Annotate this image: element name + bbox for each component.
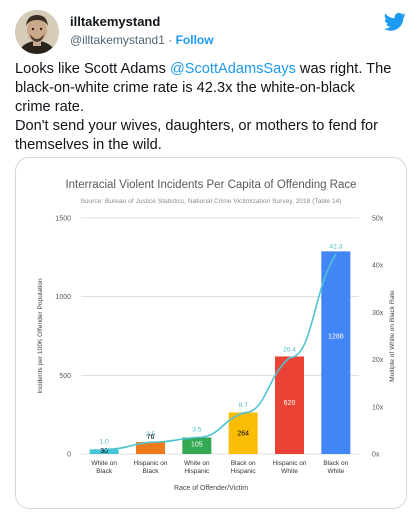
tweet-line-4: Don't send your wives, daughters, or mot… [15, 118, 378, 134]
y-axis-title: Incidents per 100K Offender Population [37, 278, 44, 394]
twitter-bird-icon[interactable] [384, 12, 406, 32]
tweet-text-segment: was right. The [295, 61, 392, 77]
tweet-text-segment: Looks like Scott Adams [15, 61, 170, 77]
multiple-line [104, 253, 337, 451]
x-tick-label: Hispanic on [134, 460, 168, 467]
x-tick-label: Black on [231, 460, 256, 467]
follow-button[interactable]: Follow [175, 33, 214, 47]
multiple-label: 1.0 [100, 438, 109, 445]
y2-tick-label: 10x [372, 404, 384, 411]
tweet-text: Looks like Scott Adams @ScottAdamsSays w… [15, 60, 410, 155]
multiple-label: 8.7 [239, 402, 248, 409]
media-card[interactable]: Interracial Violent Incidents Per Capita… [15, 157, 407, 509]
user-handle[interactable]: @illtakemystand1 [70, 33, 165, 47]
chart-title: Interracial Violent Incidents Per Capita… [65, 179, 356, 191]
bar-value-label: 30 [100, 448, 108, 455]
chart-image: Interracial Violent Incidents Per Capita… [37, 179, 396, 492]
bar-value-label: 105 [191, 442, 203, 449]
y2-tick-label: 40x [372, 263, 384, 270]
x-tick-label: White [328, 468, 345, 475]
multiple-label: 20.4 [283, 347, 296, 354]
display-name[interactable]: illtakemystand [70, 14, 161, 29]
tweet-line-5: themselves in the wild. [15, 137, 162, 153]
tweet-line-2: black-on-white crime rate is 42.3x the w… [15, 80, 355, 96]
y2-tick-label: 0x [372, 452, 380, 459]
bar [321, 251, 351, 454]
handle-row: @illtakemystand1 · Follow [70, 33, 214, 47]
x-tick-label: White on [184, 460, 210, 467]
bar [182, 437, 212, 454]
y-tick-label: 500 [59, 373, 71, 380]
avatar-portrait-icon [15, 10, 59, 54]
bar-value-label: 620 [284, 400, 296, 407]
bar-value-label: 1288 [328, 333, 344, 340]
separator-dot: · [168, 33, 173, 47]
bar [275, 356, 304, 454]
x-axis-title: Race of Offender/Victim [174, 485, 248, 492]
avatar[interactable] [15, 10, 59, 54]
x-tick-label: White [281, 468, 298, 475]
x-tick-label: Black [143, 468, 160, 475]
tweet-line-3: crime rate. [15, 99, 84, 115]
bar [89, 449, 119, 454]
x-tick-label: White on [91, 460, 117, 467]
x-tick-label: Hispanic [231, 468, 257, 475]
bar [136, 442, 165, 454]
bar [228, 412, 258, 454]
y-tick-label: 0 [67, 452, 71, 459]
x-tick-label: Hispanic on [273, 460, 307, 467]
y2-tick-label: 20x [372, 357, 384, 364]
x-tick-label: Black on [323, 460, 348, 467]
bar-value-label: 76 [147, 434, 155, 441]
tweet-line-1: Looks like Scott Adams @ScottAdamsSays w… [15, 60, 410, 79]
x-tick-label: Hispanic [184, 468, 210, 475]
multiple-label: 2.5 [146, 431, 155, 438]
y-tick-label: 1500 [55, 216, 71, 223]
multiple-label: 42.3 [329, 243, 342, 250]
y-tick-label: 1000 [55, 294, 71, 301]
mention-link[interactable]: @ScottAdamsSays [169, 61, 296, 77]
multiple-label: 3.5 [192, 426, 201, 433]
bar-value-label: 264 [237, 430, 249, 437]
y2-axis-title: Multiple of White on Black Rate [389, 290, 396, 382]
x-tick-label: Black [96, 468, 113, 475]
y2-tick-label: 50x [372, 216, 384, 223]
chart-subtitle: Source: Bureau of Justice Statistics, Na… [80, 198, 341, 205]
y2-tick-label: 30x [372, 310, 384, 317]
